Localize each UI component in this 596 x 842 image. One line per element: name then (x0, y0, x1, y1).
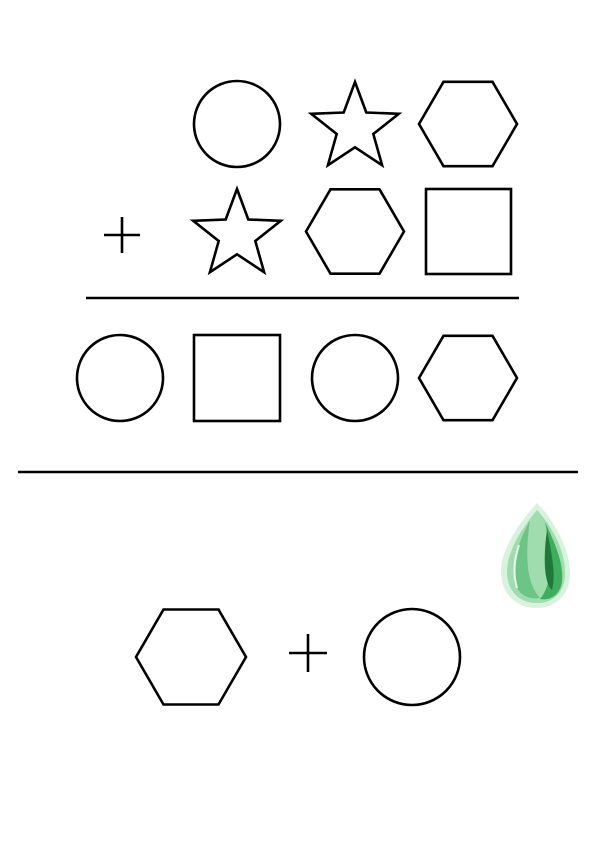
star-shape (307, 78, 403, 169)
green-gem-drop-icon (501, 503, 571, 609)
circle-shape (362, 607, 462, 707)
circle-shape (310, 333, 400, 423)
star-shape (189, 185, 285, 276)
square-shape (424, 187, 513, 276)
circle-shape (192, 79, 282, 169)
sum-row (75, 333, 519, 423)
plus-sign (289, 634, 327, 672)
circle-shape (75, 333, 165, 423)
plus-sign (104, 217, 140, 253)
hexagon-shape (134, 608, 248, 706)
question-row (134, 607, 462, 707)
hexagon-shape (417, 80, 519, 168)
addend-bottom-row (189, 185, 513, 276)
addend-top-row (192, 78, 519, 169)
square-shape (192, 333, 282, 423)
hexagon-shape (304, 188, 406, 276)
hexagon-shape (417, 334, 519, 422)
